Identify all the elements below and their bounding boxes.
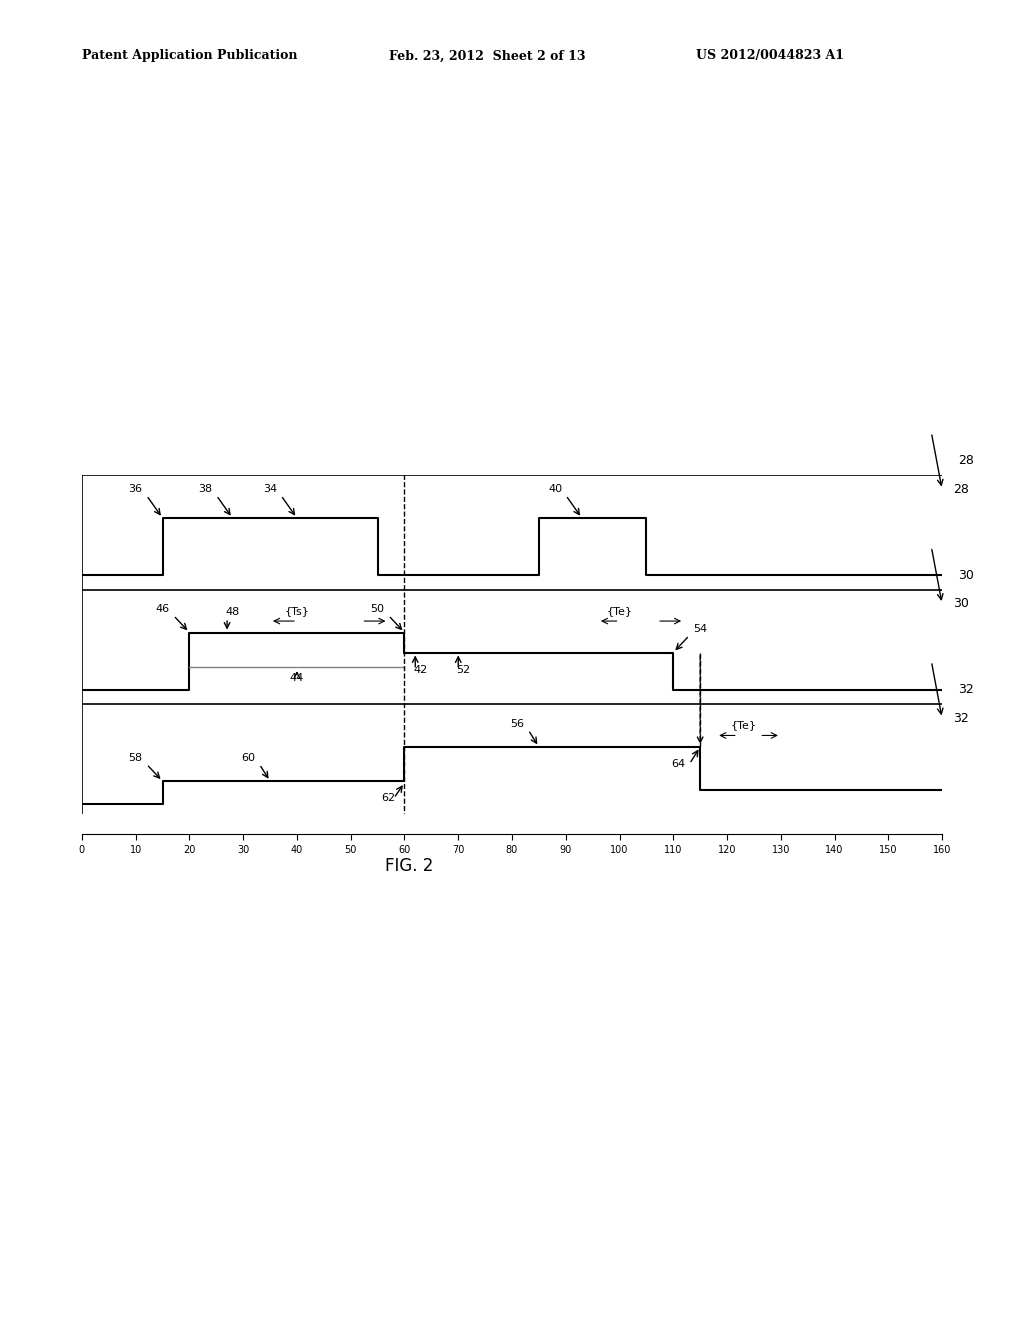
Text: 56: 56 bbox=[510, 719, 524, 729]
Text: Patent Application Publication: Patent Application Publication bbox=[82, 49, 297, 62]
Text: 52: 52 bbox=[457, 664, 471, 675]
Text: 60: 60 bbox=[242, 754, 256, 763]
Text: 32: 32 bbox=[952, 711, 969, 725]
Text: 42: 42 bbox=[414, 664, 428, 675]
Text: 38: 38 bbox=[199, 484, 213, 495]
Text: 28: 28 bbox=[952, 483, 969, 496]
Text: 46: 46 bbox=[156, 605, 170, 615]
Text: 62: 62 bbox=[381, 793, 395, 804]
Text: 32: 32 bbox=[958, 684, 974, 696]
Text: 34: 34 bbox=[263, 484, 278, 495]
Text: 50: 50 bbox=[371, 605, 385, 615]
Text: 30: 30 bbox=[952, 598, 969, 610]
Text: 28: 28 bbox=[958, 454, 974, 467]
Text: 54: 54 bbox=[693, 624, 708, 635]
Text: 40: 40 bbox=[548, 484, 562, 495]
Text: US 2012/0044823 A1: US 2012/0044823 A1 bbox=[696, 49, 845, 62]
Text: 64: 64 bbox=[672, 759, 686, 770]
Text: {Te}: {Te} bbox=[606, 606, 633, 616]
Text: 48: 48 bbox=[225, 607, 240, 618]
Text: {Te}: {Te} bbox=[730, 721, 756, 730]
Text: Feb. 23, 2012  Sheet 2 of 13: Feb. 23, 2012 Sheet 2 of 13 bbox=[389, 49, 586, 62]
Text: {Ts}: {Ts} bbox=[285, 606, 309, 616]
Text: 36: 36 bbox=[129, 484, 142, 495]
Text: FIG. 2: FIG. 2 bbox=[385, 857, 434, 875]
Text: 58: 58 bbox=[129, 754, 142, 763]
Text: 44: 44 bbox=[290, 673, 304, 684]
Text: 30: 30 bbox=[958, 569, 974, 582]
